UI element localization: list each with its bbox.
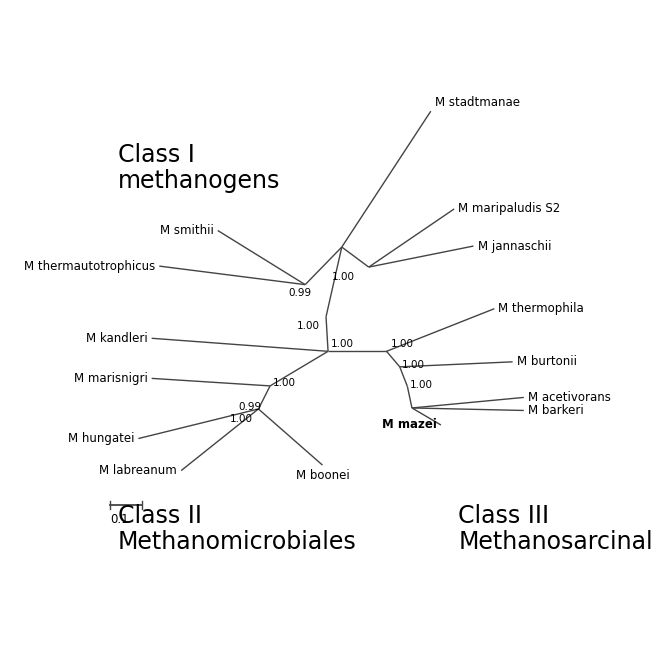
Text: 1.00: 1.00 (409, 380, 432, 390)
Text: 0.1: 0.1 (110, 513, 129, 526)
Text: M marisnigri: M marisnigri (73, 372, 148, 385)
Text: 1.00: 1.00 (230, 414, 253, 424)
Text: M labreanum: M labreanum (99, 464, 177, 477)
Text: M burtonii: M burtonii (517, 355, 577, 368)
Text: M barkeri: M barkeri (528, 404, 584, 417)
Text: 0.99: 0.99 (289, 288, 312, 298)
Text: M boonei: M boonei (296, 469, 350, 482)
Text: 0.99: 0.99 (239, 402, 262, 412)
Text: M thermautotrophicus: M thermautotrophicus (24, 260, 155, 273)
Text: M smithii: M smithii (160, 224, 214, 237)
Text: M acetivorans: M acetivorans (528, 391, 611, 404)
Text: M mazei: M mazei (382, 419, 437, 432)
Text: M thermophila: M thermophila (499, 302, 584, 315)
Text: M kandleri: M kandleri (86, 332, 148, 345)
Text: 1.00: 1.00 (297, 321, 320, 331)
Text: Class III
Methanosarcinal: Class III Methanosarcinal (458, 505, 653, 554)
Text: 1.00: 1.00 (331, 339, 354, 349)
Text: 1.00: 1.00 (273, 378, 296, 388)
Text: M hungatei: M hungatei (68, 432, 134, 445)
Text: Class I
methanogens: Class I methanogens (117, 143, 280, 193)
Text: 1.00: 1.00 (402, 360, 425, 370)
Text: Class II
Methanomicrobiales: Class II Methanomicrobiales (117, 505, 356, 554)
Text: M maripaludis S2: M maripaludis S2 (458, 202, 560, 215)
Text: M stadtmanae: M stadtmanae (435, 96, 520, 109)
Text: M jannaschii: M jannaschii (478, 240, 551, 253)
Text: 1.00: 1.00 (332, 272, 355, 282)
Text: 1.00: 1.00 (391, 339, 414, 349)
